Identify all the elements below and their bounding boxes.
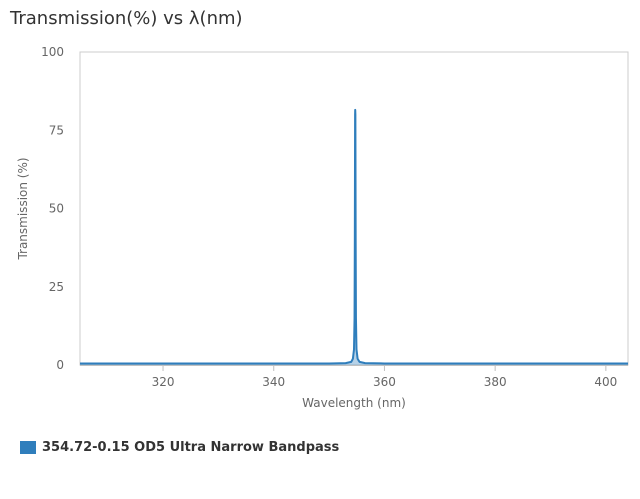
y-tick-label: 75 xyxy=(49,123,64,137)
x-tick-label: 360 xyxy=(373,375,396,389)
series-group[interactable] xyxy=(80,108,628,365)
x-tick-label: 340 xyxy=(262,375,285,389)
x-tick-label: 320 xyxy=(152,375,175,389)
y-tick-label: 25 xyxy=(49,280,64,294)
legend-label: 354.72-0.15 OD5 Ultra Narrow Bandpass xyxy=(42,440,340,455)
plot-frame xyxy=(79,51,629,366)
x-axis: 320 340 360 380 400 xyxy=(152,365,617,389)
y-tick-label: 50 xyxy=(49,202,64,216)
series-line[interactable] xyxy=(80,108,628,365)
y-axis: 0 25 50 75 100 xyxy=(41,45,64,372)
x-tick-label: 400 xyxy=(594,375,617,389)
chart-title: Transmission(%) vs λ(nm) xyxy=(10,8,243,29)
y-tick-label: 100 xyxy=(41,45,64,59)
y-tick-label: 0 xyxy=(56,358,64,372)
x-axis-title: Wavelength (nm) xyxy=(302,396,406,410)
legend-swatch xyxy=(20,441,36,454)
y-axis-title: Transmission (%) xyxy=(16,157,30,260)
x-tick-label: 380 xyxy=(484,375,507,389)
legend[interactable]: 354.72-0.15 OD5 Ultra Narrow Bandpass xyxy=(20,440,339,455)
